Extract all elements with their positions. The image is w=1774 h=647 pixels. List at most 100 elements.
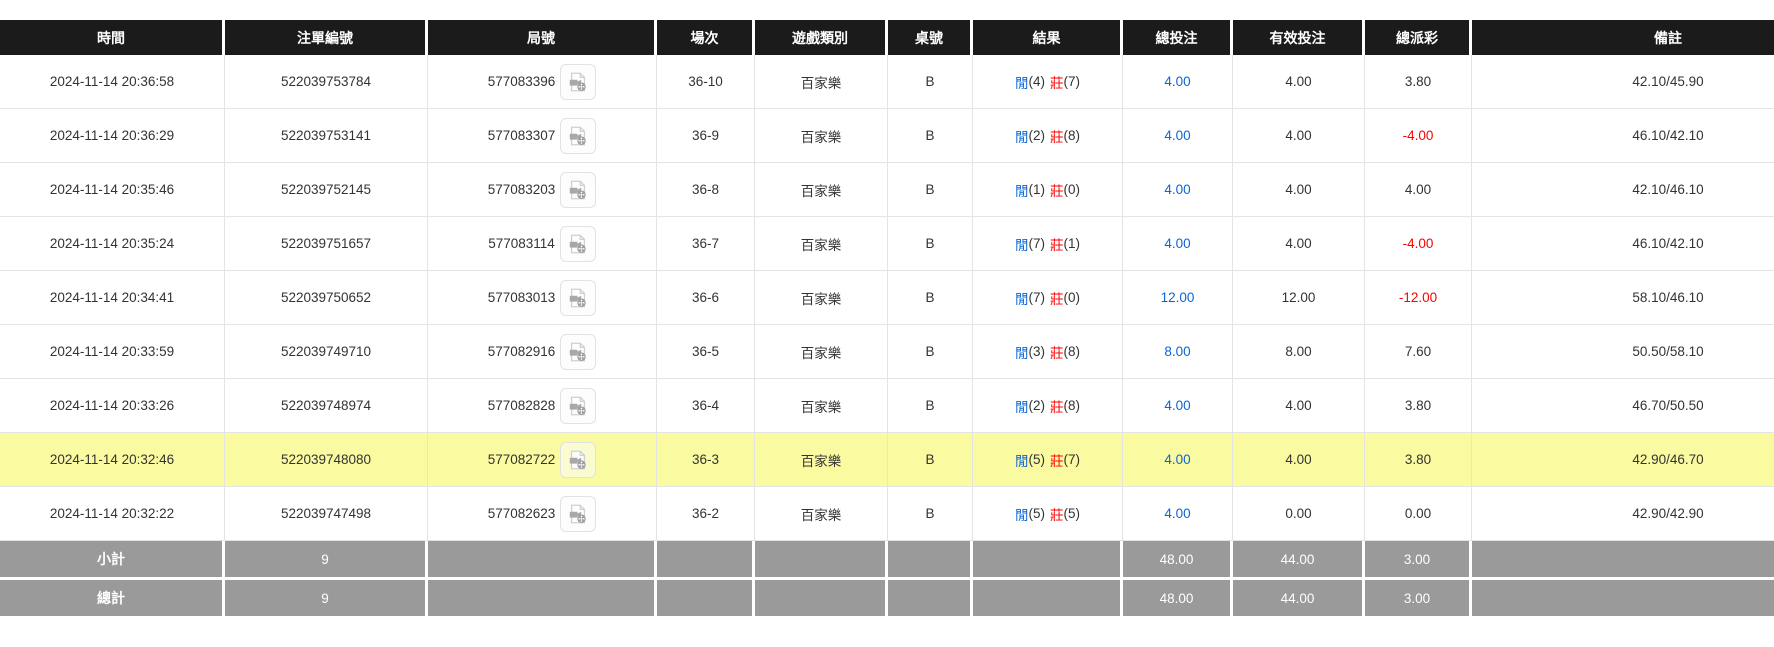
- total-bet-link[interactable]: 4.00: [1164, 128, 1191, 143]
- round-id-text: 577083114: [488, 236, 555, 251]
- result-player-label: 閒: [1015, 399, 1029, 415]
- cell-round-id: 577082623: [428, 487, 657, 541]
- round-id-text: 577083396: [487, 74, 556, 89]
- bet-history-table: 時間 注單編號 局號 場次 遊戲類別 桌號 結果 總投注 有效投注 總派彩 備註…: [0, 20, 1774, 616]
- cell-bet-id: 522039753784: [225, 55, 428, 109]
- cell-game-type: 百家樂: [755, 55, 888, 109]
- summary-bet-count: 9: [225, 580, 428, 616]
- summary-valid-bet: 44.00: [1233, 580, 1365, 616]
- cell-game-type: 百家樂: [755, 271, 888, 325]
- result-player-score: (7): [1028, 290, 1046, 305]
- video-replay-button[interactable]: [560, 495, 597, 532]
- total-bet-link[interactable]: 8.00: [1164, 344, 1191, 359]
- video-replay-icon: [570, 180, 586, 199]
- cell-round-id: 577083013: [428, 271, 657, 325]
- cell-valid-bet: 4.00: [1233, 433, 1365, 487]
- cell-total-bet: 4.00: [1123, 109, 1233, 163]
- video-replay-button[interactable]: [560, 117, 597, 154]
- video-replay-button[interactable]: [560, 279, 597, 316]
- column-header-time: 時間: [0, 20, 225, 55]
- result-player-label: 閒: [1015, 237, 1029, 253]
- result-banker-score: (8): [1063, 128, 1081, 143]
- cell-result: 閒 (5) 莊 (5): [973, 487, 1123, 541]
- summary-row: 小計 9 48.00 44.00 3.00: [0, 541, 1774, 577]
- result-banker-label: 莊: [1050, 453, 1064, 469]
- table-row[interactable]: 2024-11-14 20:33:59 522039749710 5770829…: [0, 325, 1774, 379]
- column-header-remark: 備註: [1472, 20, 1774, 55]
- table-row[interactable]: 2024-11-14 20:33:26 522039748974 5770828…: [0, 379, 1774, 433]
- cell-total-payout: -12.00: [1365, 271, 1472, 325]
- cell-total-payout: 0.00: [1365, 487, 1472, 541]
- video-replay-button[interactable]: [560, 387, 597, 424]
- cell-game-type: 百家樂: [755, 163, 888, 217]
- cell-table-no: B: [888, 217, 973, 271]
- summary-empty-game-type: [755, 580, 888, 616]
- video-replay-icon: [570, 342, 586, 361]
- total-bet-link[interactable]: 4.00: [1164, 182, 1191, 197]
- round-id-text: 577082623: [487, 506, 556, 521]
- video-replay-button[interactable]: [560, 63, 597, 100]
- table-row[interactable]: 2024-11-14 20:36:58 522039753784 5770833…: [0, 55, 1774, 109]
- result-player-score: (7): [1028, 236, 1046, 251]
- total-bet-link[interactable]: 4.00: [1164, 74, 1191, 89]
- cell-remark: 58.10/46.10: [1472, 271, 1774, 325]
- result-player-score: (4): [1028, 74, 1046, 89]
- result-player-label: 閒: [1015, 183, 1029, 199]
- round-id-text: 577082916: [487, 344, 556, 359]
- total-bet-link[interactable]: 4.00: [1164, 398, 1191, 413]
- cell-total-payout: 3.80: [1365, 433, 1472, 487]
- video-replay-button[interactable]: [560, 441, 597, 478]
- result-banker-label: 莊: [1050, 129, 1064, 145]
- cell-game-type: 百家樂: [755, 217, 888, 271]
- table-row[interactable]: 2024-11-14 20:34:41 522039750652 5770830…: [0, 271, 1774, 325]
- video-replay-icon: [570, 72, 586, 91]
- video-replay-icon: [570, 450, 586, 469]
- total-bet-link[interactable]: 4.00: [1164, 236, 1191, 251]
- column-header-round-id: 局號: [428, 20, 657, 55]
- cell-total-payout: 4.00: [1365, 163, 1472, 217]
- cell-total-bet: 4.00: [1123, 217, 1233, 271]
- result-player-score: (3): [1028, 344, 1046, 359]
- cell-valid-bet: 4.00: [1233, 379, 1365, 433]
- round-id-text: 577082828: [487, 398, 556, 413]
- cell-time: 2024-11-14 20:36:29: [0, 109, 225, 163]
- cell-time: 2024-11-14 20:35:24: [0, 217, 225, 271]
- cell-total-payout: 3.80: [1365, 55, 1472, 109]
- table-row[interactable]: 2024-11-14 20:32:22 522039747498 5770826…: [0, 487, 1774, 541]
- cell-table-no: B: [888, 55, 973, 109]
- table-row[interactable]: 2024-11-14 20:35:24 522039751657 5770831…: [0, 217, 1774, 271]
- total-bet-link[interactable]: 4.00: [1164, 452, 1191, 467]
- video-replay-button[interactable]: [560, 333, 597, 370]
- result-player-score: (2): [1028, 128, 1046, 143]
- cell-valid-bet: 4.00: [1233, 109, 1365, 163]
- table-summary: 小計 9 48.00 44.00 3.00 總計 9 48.00 44.00 3…: [0, 541, 1774, 616]
- column-header-result: 結果: [973, 20, 1123, 55]
- cell-bet-id: 522039752145: [225, 163, 428, 217]
- cell-table-no: B: [888, 487, 973, 541]
- total-bet-link[interactable]: 4.00: [1164, 506, 1191, 521]
- video-replay-button[interactable]: [559, 225, 596, 262]
- video-replay-button[interactable]: [560, 171, 597, 208]
- cell-bet-id: 522039750652: [225, 271, 428, 325]
- cell-result: 閒 (2) 莊 (8): [973, 379, 1123, 433]
- table-row[interactable]: 2024-11-14 20:36:29 522039753141 5770833…: [0, 109, 1774, 163]
- cell-remark: 46.10/42.10: [1472, 109, 1774, 163]
- summary-empty-game-type: [755, 541, 888, 577]
- column-header-total-payout: 總派彩: [1365, 20, 1472, 55]
- summary-label: 小計: [0, 541, 225, 577]
- cell-game-type: 百家樂: [755, 487, 888, 541]
- summary-empty-session: [657, 541, 755, 577]
- table-row[interactable]: 2024-11-14 20:32:46 522039748080 5770827…: [0, 433, 1774, 487]
- cell-valid-bet: 0.00: [1233, 487, 1365, 541]
- cell-time: 2024-11-14 20:36:58: [0, 55, 225, 109]
- table-row[interactable]: 2024-11-14 20:35:46 522039752145 5770832…: [0, 163, 1774, 217]
- summary-empty-session: [657, 580, 755, 616]
- cell-total-bet: 4.00: [1123, 163, 1233, 217]
- cell-remark: 42.90/46.70: [1472, 433, 1774, 487]
- cell-result: 閒 (4) 莊 (7): [973, 55, 1123, 109]
- cell-bet-id: 522039749710: [225, 325, 428, 379]
- result-player-score: (1): [1028, 182, 1046, 197]
- total-bet-link[interactable]: 12.00: [1160, 290, 1195, 305]
- result-banker-label: 莊: [1050, 399, 1064, 415]
- cell-result: 閒 (5) 莊 (7): [973, 433, 1123, 487]
